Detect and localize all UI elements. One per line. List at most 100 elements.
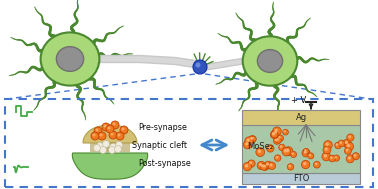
Ellipse shape	[243, 36, 297, 86]
Circle shape	[273, 129, 280, 136]
Circle shape	[278, 136, 281, 139]
Circle shape	[274, 129, 278, 132]
Circle shape	[284, 130, 286, 132]
Circle shape	[273, 127, 281, 136]
Circle shape	[329, 155, 336, 162]
Circle shape	[324, 141, 332, 149]
Circle shape	[273, 137, 280, 144]
Circle shape	[335, 142, 341, 149]
Circle shape	[347, 144, 350, 147]
Circle shape	[288, 165, 291, 167]
Circle shape	[333, 155, 339, 161]
Circle shape	[344, 147, 351, 154]
Circle shape	[282, 147, 291, 156]
Circle shape	[111, 121, 119, 129]
Circle shape	[245, 142, 248, 146]
Circle shape	[268, 162, 276, 170]
Circle shape	[325, 143, 329, 146]
Circle shape	[257, 161, 265, 170]
Circle shape	[271, 131, 278, 138]
Circle shape	[263, 165, 266, 167]
Circle shape	[94, 127, 102, 135]
Circle shape	[280, 145, 282, 148]
Circle shape	[249, 161, 252, 164]
Polygon shape	[100, 139, 120, 151]
Bar	[90, 138, 130, 152]
Circle shape	[98, 132, 106, 140]
Circle shape	[259, 163, 262, 166]
Circle shape	[121, 128, 124, 130]
Circle shape	[107, 126, 110, 129]
Circle shape	[110, 143, 116, 150]
Text: + V: + V	[291, 96, 307, 105]
Circle shape	[195, 63, 200, 67]
Circle shape	[276, 137, 281, 143]
Circle shape	[193, 60, 207, 74]
Circle shape	[93, 133, 96, 136]
Circle shape	[120, 126, 128, 134]
Text: FTO: FTO	[293, 174, 309, 183]
Circle shape	[309, 154, 311, 156]
Circle shape	[274, 131, 277, 133]
Circle shape	[336, 143, 339, 146]
Circle shape	[348, 135, 351, 138]
Circle shape	[348, 156, 351, 160]
Ellipse shape	[40, 32, 99, 86]
Circle shape	[99, 146, 107, 153]
Circle shape	[274, 155, 281, 161]
Circle shape	[116, 132, 124, 140]
Circle shape	[258, 149, 261, 153]
Circle shape	[291, 152, 294, 155]
Circle shape	[248, 160, 255, 167]
Circle shape	[325, 148, 328, 151]
Circle shape	[110, 132, 113, 136]
Bar	[242, 110, 360, 125]
Circle shape	[308, 153, 314, 159]
Text: Pre-synapse: Pre-synapse	[138, 122, 187, 132]
Circle shape	[304, 151, 307, 154]
Circle shape	[303, 162, 307, 165]
Circle shape	[266, 163, 269, 166]
Text: Synaptic cleft: Synaptic cleft	[132, 140, 187, 149]
Circle shape	[272, 132, 275, 136]
Circle shape	[345, 142, 353, 151]
Circle shape	[243, 162, 251, 171]
Circle shape	[116, 142, 122, 149]
Circle shape	[343, 139, 351, 147]
Circle shape	[284, 147, 293, 156]
Circle shape	[322, 152, 330, 161]
Circle shape	[303, 148, 309, 154]
Circle shape	[313, 161, 320, 168]
Circle shape	[245, 137, 253, 145]
Circle shape	[287, 164, 294, 170]
Circle shape	[256, 148, 265, 156]
Circle shape	[284, 149, 287, 153]
Circle shape	[345, 141, 348, 144]
Circle shape	[315, 163, 318, 165]
Bar	[242, 125, 360, 173]
Circle shape	[249, 136, 256, 143]
Text: Post-synapse: Post-synapse	[138, 159, 191, 167]
Polygon shape	[83, 125, 137, 143]
Circle shape	[335, 156, 337, 159]
Circle shape	[265, 161, 272, 169]
Circle shape	[102, 123, 110, 131]
Circle shape	[301, 160, 310, 169]
Circle shape	[96, 143, 104, 149]
Circle shape	[102, 140, 110, 147]
Circle shape	[347, 134, 354, 141]
Ellipse shape	[257, 50, 283, 72]
Circle shape	[104, 125, 107, 128]
Circle shape	[251, 136, 256, 142]
Circle shape	[290, 151, 297, 157]
Circle shape	[243, 140, 252, 149]
Circle shape	[324, 154, 327, 157]
Circle shape	[96, 129, 99, 132]
Circle shape	[270, 131, 278, 139]
Circle shape	[91, 132, 99, 140]
Circle shape	[262, 165, 264, 167]
Circle shape	[302, 149, 310, 157]
Circle shape	[276, 156, 278, 159]
Polygon shape	[72, 153, 148, 179]
Circle shape	[270, 163, 273, 167]
